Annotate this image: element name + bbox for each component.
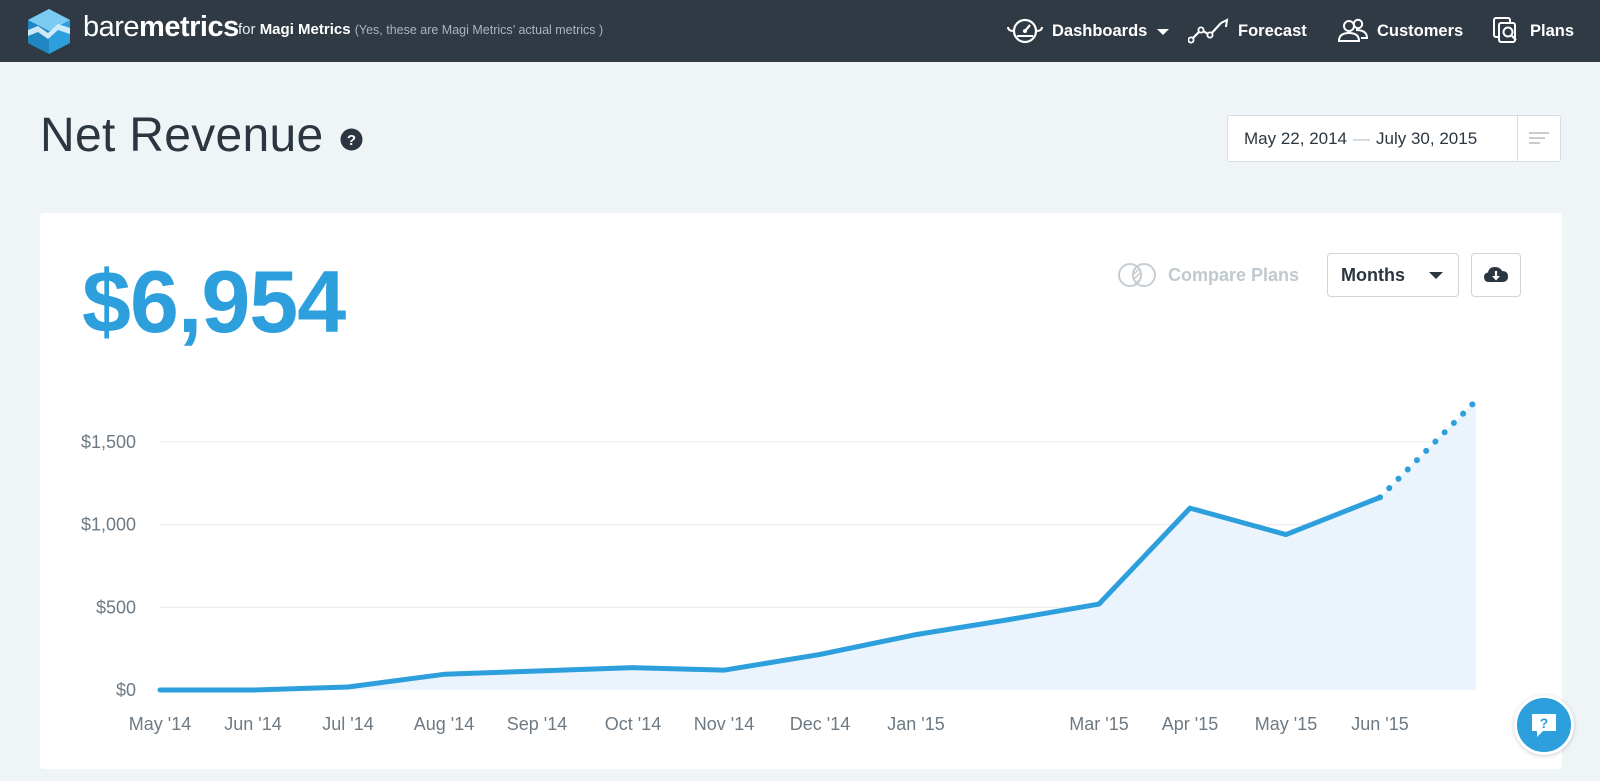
company-name: Magi Metrics — [259, 21, 351, 38]
brand-name[interactable]: baremetrics — [83, 11, 239, 44]
nav-forecast[interactable]: Forecast — [1188, 0, 1307, 62]
top-bar: baremetrics for Magi Metrics (Yes, these… — [0, 0, 1600, 62]
x-tick-label: Mar '15 — [1069, 714, 1128, 734]
date-range-text[interactable]: May 22, 2014 — July 30, 2015 — [1244, 129, 1477, 149]
download-button[interactable] — [1471, 253, 1521, 297]
series-area — [160, 400, 1476, 690]
x-tick-label: Jan '15 — [887, 714, 944, 734]
brand-name-light: bare — [83, 11, 140, 43]
question-icon[interactable]: ? — [340, 128, 363, 151]
trend-line-icon — [1188, 18, 1229, 44]
x-tick-label: Apr '15 — [1162, 714, 1218, 734]
page-title: Net Revenue — [40, 109, 324, 162]
list-icon — [1529, 132, 1549, 144]
period-select[interactable]: Months — [1327, 253, 1459, 297]
date-menu-button[interactable] — [1517, 116, 1560, 161]
svg-text:?: ? — [1540, 715, 1549, 731]
nav-plans-label: Plans — [1530, 21, 1575, 40]
for-label: for — [238, 21, 256, 38]
chat-question-icon: ? — [1532, 714, 1556, 737]
x-tick-label: Jun '14 — [224, 714, 281, 734]
gauge-icon — [1007, 18, 1043, 44]
date-start: May 22, 2014 — [1244, 129, 1348, 148]
compare-plans-label: Compare Plans — [1168, 264, 1300, 285]
date-separator: — — [1353, 129, 1371, 148]
support-chat-button[interactable]: ? — [1514, 695, 1574, 755]
x-tick-label: Sep '14 — [507, 714, 568, 734]
nav-dashboards-label: Dashboards — [1052, 21, 1148, 40]
y-tick-label: $1,000 — [81, 515, 136, 535]
x-tick-label: Oct '14 — [605, 714, 661, 734]
nav-forecast-label: Forecast — [1238, 21, 1307, 40]
nav-customers-label: Customers — [1377, 21, 1464, 40]
users-icon — [1337, 18, 1369, 42]
cube-logo-icon[interactable] — [24, 6, 74, 56]
svg-text:?: ? — [347, 132, 356, 149]
compare-plans-button[interactable]: Compare Plans — [1116, 253, 1299, 297]
x-tick-label: Dec '14 — [790, 714, 850, 734]
x-tick-label: May '15 — [1255, 714, 1317, 734]
x-tick-label: Jul '14 — [322, 714, 373, 734]
net-revenue-chart: $0 $500 $1,000 $1,500 May '14 Jun '14 Jul '14… — [81, 397, 1479, 734]
y-tick-label: $1,500 — [81, 432, 136, 452]
account-label: for Magi Metrics (Yes, these are Magi Me… — [238, 21, 603, 38]
chevron-down-icon — [1157, 29, 1170, 35]
date-range-picker[interactable]: May 22, 2014 — July 30, 2015 — [1227, 115, 1561, 162]
y-tick-label: $500 — [96, 597, 136, 617]
x-tick-label: May '14 — [129, 714, 191, 734]
cloud-download-icon — [1484, 267, 1508, 282]
company-note: (Yes, these are Magi Metrics’ actual met… — [354, 23, 604, 37]
brand-name-bold: metrics — [139, 11, 239, 43]
plans-icon — [1493, 17, 1517, 43]
period-select-value: Months — [1341, 265, 1405, 285]
circles-icon — [1118, 263, 1156, 287]
series-projection-line — [1377, 397, 1479, 501]
date-end: July 30, 2015 — [1376, 129, 1478, 148]
metric-card: $6,954 Compare Plans Months $0 $500 $1,000… — [40, 213, 1562, 769]
x-tick-label: Aug '14 — [414, 714, 475, 734]
x-tick-label: Jun '15 — [1351, 714, 1408, 734]
x-tick-label: Nov '14 — [694, 714, 754, 734]
chevron-down-icon — [1429, 272, 1443, 279]
series-line — [157, 494, 1383, 693]
nav-dashboards[interactable]: Dashboards — [1006, 0, 1173, 62]
metric-value: $6,954 — [82, 252, 346, 351]
nav-customers[interactable]: Customers — [1337, 0, 1463, 62]
nav-plans[interactable]: Plans — [1492, 0, 1574, 62]
y-tick-label: $0 — [116, 680, 136, 700]
